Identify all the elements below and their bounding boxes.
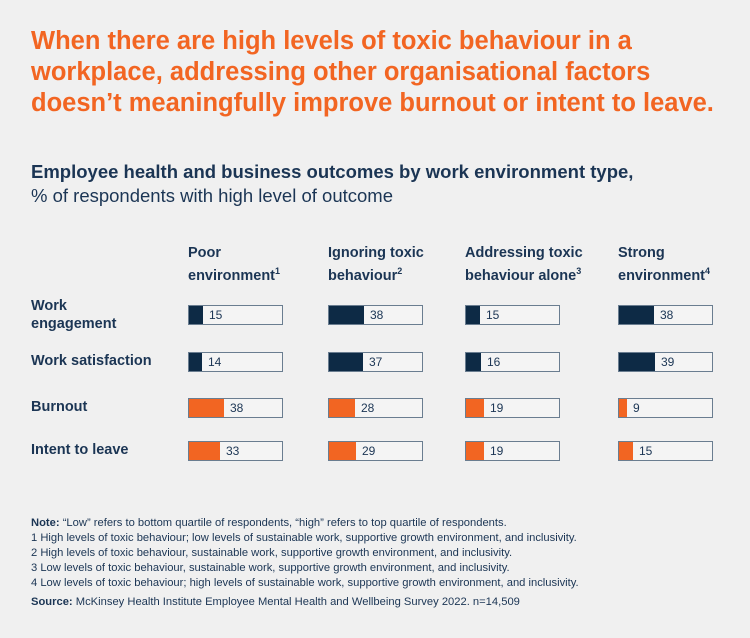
bar: 15 [618,441,713,461]
bar: 19 [465,398,560,418]
column-header-line: Ignoring toxic [328,245,424,261]
column-header-line: Addressing toxic [465,245,583,261]
data-label: 38 [230,401,244,415]
bar: 37 [328,352,423,372]
footnote-ref: 4 [705,266,711,276]
column-header: Addressing toxic behaviour alone3 [465,244,583,285]
footnote-ref: 3 [576,266,582,276]
bar-fill [466,306,480,324]
bar-fill [466,442,484,460]
data-label: 19 [490,444,504,458]
column-header-line: Poor [188,245,222,261]
subtitle-unit: % of respondents with high level of outc… [31,185,393,206]
bar-fill [466,399,484,417]
column-header-line: behaviour [328,267,398,284]
row-label: Work satisfaction [31,353,152,369]
bar-fill [329,353,363,371]
data-label: 28 [361,401,375,415]
bar-fill [619,442,633,460]
source-text: McKinsey Health Institute Employee Menta… [72,596,520,608]
bar-fill [189,306,203,324]
column-header: Ignoring toxic behaviour2 [328,244,424,285]
bar-fill [619,399,627,417]
data-label: 14 [208,355,222,369]
note-text: “Low” refers to bottom quartile of respo… [59,517,507,529]
subtitle: Employee health and business outcomes by… [31,160,633,208]
bar: 9 [618,398,713,418]
bar-fill [329,306,364,324]
bar: 19 [465,441,560,461]
bar-fill [619,306,654,324]
row-label: Work engagement [31,298,117,332]
footnote: 3 Low levels of toxic behaviour, sustain… [31,562,510,574]
column-header-line: Strong [618,245,665,261]
column-header-line: environment [618,267,706,284]
data-label: 15 [639,444,653,458]
bar: 38 [618,305,713,325]
bar: 39 [618,352,713,372]
footnote: 2 High levels of toxic behaviour, sustai… [31,547,513,559]
column-header: Strong environment4 [618,244,710,285]
data-label: 15 [486,308,500,322]
data-label: 33 [226,444,240,458]
headline: When there are high levels of toxic beha… [31,27,714,117]
note-label: Note: [31,517,60,529]
bar: 14 [188,352,283,372]
column-header-line: behaviour alone [465,267,577,284]
column-header-line: environment [188,267,276,284]
notes: Note: “Low” refers to bottom quartile of… [31,516,579,610]
bar: 38 [328,305,423,325]
subtitle-bold: Employee health and business outcomes by… [31,161,634,182]
footnote-ref: 2 [397,266,403,276]
bar: 29 [328,441,423,461]
bar: 16 [465,352,560,372]
data-label: 15 [209,308,223,322]
data-label: 37 [369,355,383,369]
bar: 33 [188,441,283,461]
data-label: 19 [490,401,504,415]
data-label: 39 [661,355,675,369]
bar: 38 [188,398,283,418]
row-label: Burnout [31,399,88,415]
row-label: Intent to leave [31,442,129,458]
footnote: 1 High levels of toxic behaviour; low le… [31,532,577,544]
bar-fill [329,442,356,460]
data-label: 29 [362,444,376,458]
source-label: Source: [31,596,73,608]
bar-fill [619,353,655,371]
column-header: Poor environment1 [188,244,280,285]
bar: 15 [188,305,283,325]
bar: 28 [328,398,423,418]
footnote: 4 Low levels of toxic behaviour; high le… [31,577,579,589]
bar-fill [189,399,224,417]
data-label: 9 [633,401,640,415]
bar-fill [189,442,220,460]
bar: 15 [465,305,560,325]
bar-fill [466,353,481,371]
footnote-ref: 1 [275,266,281,276]
bar-fill [329,399,355,417]
bar-fill [189,353,202,371]
data-label: 16 [487,355,501,369]
data-label: 38 [660,308,674,322]
data-label: 38 [370,308,384,322]
